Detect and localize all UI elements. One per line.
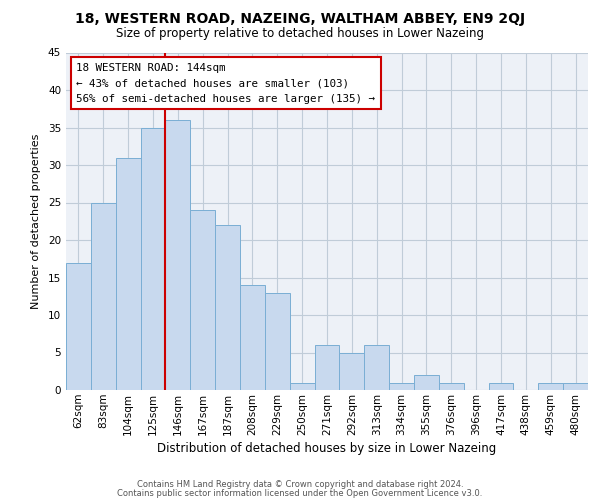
Bar	[414, 375, 439, 390]
Y-axis label: Number of detached properties: Number of detached properties	[31, 134, 41, 309]
Bar	[389, 382, 414, 390]
Bar	[66, 262, 91, 390]
Bar	[215, 225, 240, 390]
Bar	[340, 352, 364, 390]
Text: Contains HM Land Registry data © Crown copyright and database right 2024.: Contains HM Land Registry data © Crown c…	[137, 480, 463, 489]
Bar	[190, 210, 215, 390]
Bar	[166, 120, 190, 390]
X-axis label: Distribution of detached houses by size in Lower Nazeing: Distribution of detached houses by size …	[157, 442, 497, 455]
Bar	[563, 382, 588, 390]
Bar	[116, 158, 140, 390]
Text: Contains public sector information licensed under the Open Government Licence v3: Contains public sector information licen…	[118, 488, 482, 498]
Bar	[91, 202, 116, 390]
Bar	[240, 285, 265, 390]
Text: Size of property relative to detached houses in Lower Nazeing: Size of property relative to detached ho…	[116, 28, 484, 40]
Bar	[538, 382, 563, 390]
Bar	[488, 382, 514, 390]
Text: 18, WESTERN ROAD, NAZEING, WALTHAM ABBEY, EN9 2QJ: 18, WESTERN ROAD, NAZEING, WALTHAM ABBEY…	[75, 12, 525, 26]
Bar	[290, 382, 314, 390]
Bar	[265, 292, 290, 390]
Bar	[439, 382, 464, 390]
Text: 18 WESTERN ROAD: 144sqm
← 43% of detached houses are smaller (103)
56% of semi-d: 18 WESTERN ROAD: 144sqm ← 43% of detache…	[76, 62, 376, 104]
Bar	[364, 345, 389, 390]
Bar	[140, 128, 166, 390]
Bar	[314, 345, 340, 390]
